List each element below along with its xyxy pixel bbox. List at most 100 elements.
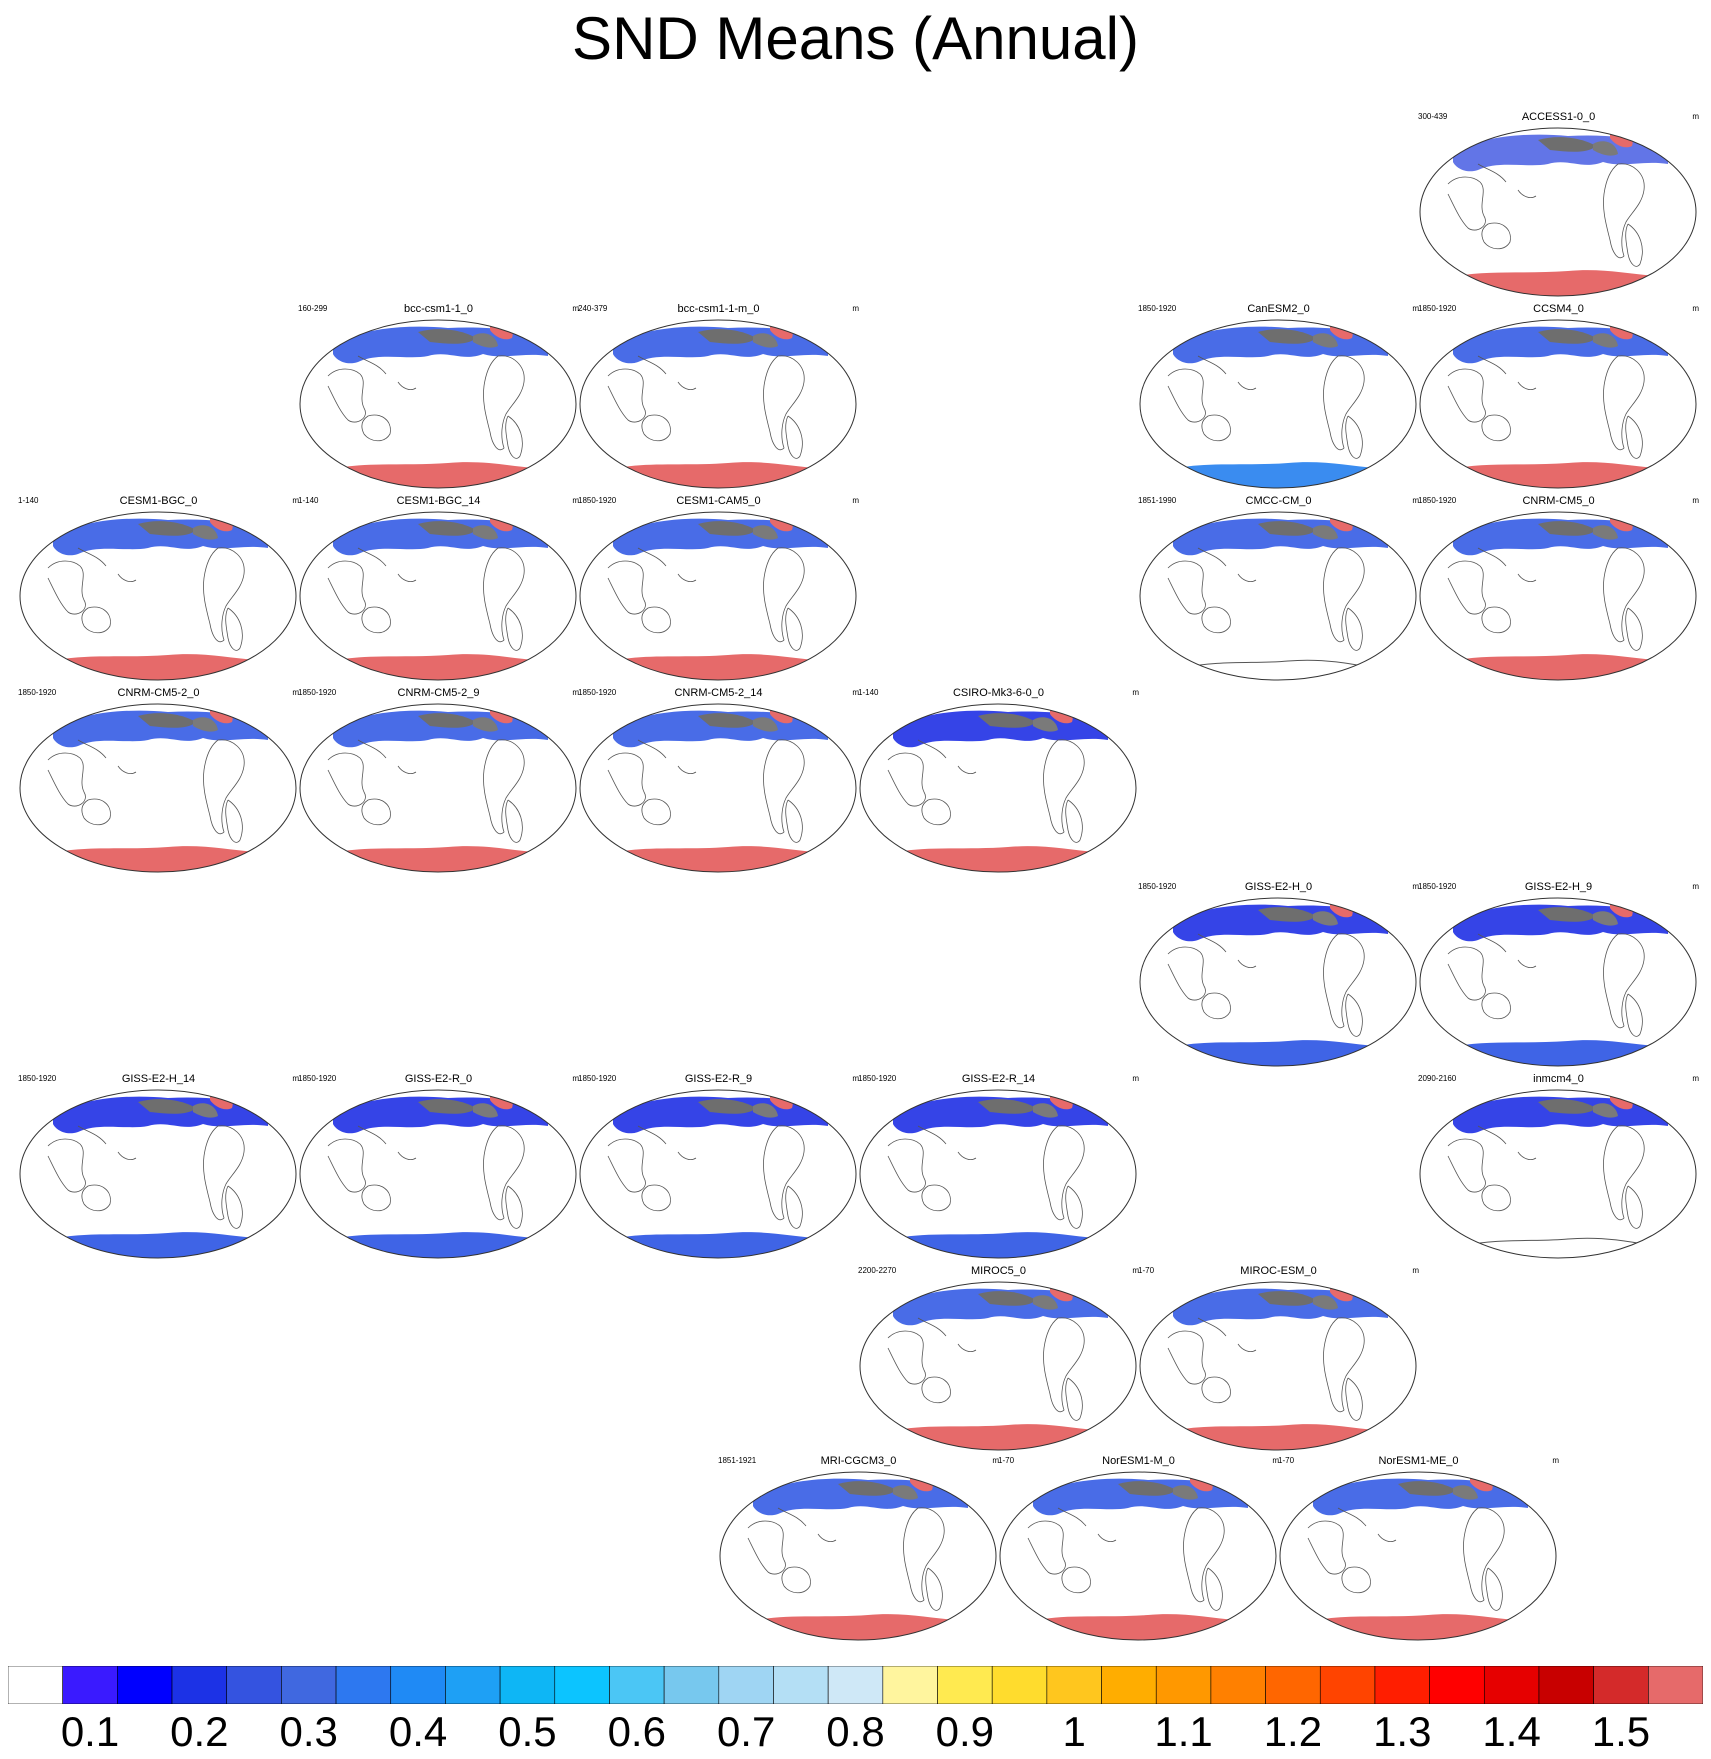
colorbar <box>8 1666 1703 1704</box>
panel-year-range: 1850-1920 <box>858 1074 897 1083</box>
coastline <box>483 547 525 643</box>
panel-year-range: 1850-1920 <box>1418 304 1457 313</box>
northern-snow-region <box>333 518 548 556</box>
coastline <box>1485 1567 1503 1611</box>
map-outline <box>579 703 857 873</box>
northern-snow-region <box>53 518 268 556</box>
panel-unit: m <box>1552 1456 1559 1465</box>
coastline <box>1603 355 1645 451</box>
panel-unit: m <box>1692 1074 1699 1083</box>
coastline <box>917 1125 977 1160</box>
northern-snow-region <box>1313 1478 1528 1516</box>
map-outline <box>579 319 857 489</box>
coastline <box>921 1376 951 1404</box>
colorbar-swatch <box>335 1666 392 1704</box>
panel-model-name: MRI-CGCM3_0 <box>820 1455 897 1467</box>
map-panel: CCSM4_0 1850-1920 m <box>1418 302 1699 492</box>
world-map <box>1279 1471 1557 1641</box>
no-data-region <box>138 521 196 536</box>
panel-year-range: 1-70 <box>998 1456 1015 1465</box>
no-data-region <box>1593 525 1618 540</box>
colorbar-swatch <box>1265 1666 1321 1704</box>
colorbar-swatch <box>1319 1666 1376 1704</box>
coastline <box>1323 355 1365 451</box>
colorbar-swatch <box>718 1666 774 1704</box>
coastline <box>637 355 697 390</box>
coastline <box>1625 993 1643 1037</box>
no-data-region <box>1258 907 1316 922</box>
colorbar-swatch <box>827 1666 884 1704</box>
map-outline <box>1419 511 1697 681</box>
no-data-region <box>418 1099 476 1114</box>
colorbar-label: 1.1 <box>1154 1708 1213 1755</box>
colorbar-labels: 0.1 0.2 0.3 0.4 0.5 0.6 0.7 0.8 0.9 1 1.1 1.2 1.3 1.4… <box>0 1708 1711 1758</box>
map-outline <box>1419 319 1697 489</box>
coastline <box>1625 1185 1643 1229</box>
map-outline <box>1139 319 1417 489</box>
coastline <box>361 414 391 442</box>
coastline <box>1345 607 1363 651</box>
panel-model-name: CNRM-CM5_0 <box>1522 495 1595 507</box>
coastline <box>607 1138 646 1193</box>
panel-model-name: ACCESS1-0_0 <box>1521 111 1596 123</box>
panel-unit: m <box>1412 304 1419 313</box>
panel-unit: m <box>572 688 579 697</box>
coastline <box>1603 163 1645 259</box>
colorbar-swatch <box>1593 1666 1649 1704</box>
panel-model-name: CNRM-CM5-2_9 <box>397 687 480 699</box>
panel-model-name: CCSM4_0 <box>1533 303 1584 315</box>
coastline <box>505 607 523 651</box>
coastline <box>357 739 417 774</box>
colorbar-label: 0.1 <box>60 1708 120 1755</box>
no-data-region <box>698 521 756 536</box>
panel-model-name: GISS-E2-H_0 <box>1244 881 1313 893</box>
northern-snow-region <box>613 326 828 364</box>
no-data-region <box>1398 1481 1456 1496</box>
world-map <box>579 511 857 681</box>
no-data-region <box>1258 521 1316 536</box>
panel-year-range: 1851-1921 <box>718 1456 757 1465</box>
coastline <box>483 1125 525 1221</box>
colorbar-label: 1.3 <box>1373 1708 1432 1755</box>
panel-year-range: 2090-2160 <box>1418 1074 1457 1083</box>
coastline <box>1481 414 1511 442</box>
coastline <box>225 1185 243 1229</box>
coastline <box>1323 1317 1365 1413</box>
coastline <box>483 739 525 835</box>
coastline <box>921 1184 951 1212</box>
coastline <box>1447 1138 1486 1193</box>
colorbar-label: 0.9 <box>935 1708 995 1755</box>
coastline <box>203 547 245 643</box>
world-map <box>859 1089 1137 1259</box>
panel-model-name: GISS-E2-R_14 <box>961 1073 1036 1085</box>
panel-unit: m <box>852 304 859 313</box>
no-data-region <box>1453 1485 1478 1500</box>
world-map <box>859 703 1137 873</box>
map-outline <box>299 511 577 681</box>
coastline <box>77 547 137 582</box>
coastline <box>1065 1377 1083 1421</box>
colorbar-swatch <box>773 1666 829 1704</box>
colorbar-swatch <box>554 1666 610 1704</box>
coastline <box>1625 415 1643 459</box>
no-data-region <box>753 717 778 732</box>
world-map <box>299 703 577 873</box>
no-data-region <box>1258 1291 1316 1306</box>
coastline <box>357 1125 417 1160</box>
northern-snow-region <box>1453 134 1668 172</box>
coastline <box>763 1125 805 1221</box>
panel-year-range: 240-379 <box>578 304 608 313</box>
no-data-region <box>753 1103 778 1118</box>
panel-model-name: GISS-E2-R_0 <box>404 1073 473 1085</box>
panel-year-range: 1850-1920 <box>1138 304 1177 313</box>
panel-unit: m <box>572 304 579 313</box>
northern-snow-region <box>1173 518 1388 556</box>
map-panel: GISS-E2-R_9 1850-1920 m <box>578 1072 859 1262</box>
no-data-region <box>753 333 778 348</box>
coastline <box>1065 1185 1083 1229</box>
panel-unit: m <box>992 1456 999 1465</box>
coastline <box>1481 1184 1511 1212</box>
map-outline <box>1419 127 1697 297</box>
map-panel: GISS-E2-R_14 1850-1920 m <box>858 1072 1139 1262</box>
northern-snow-region <box>333 710 548 748</box>
